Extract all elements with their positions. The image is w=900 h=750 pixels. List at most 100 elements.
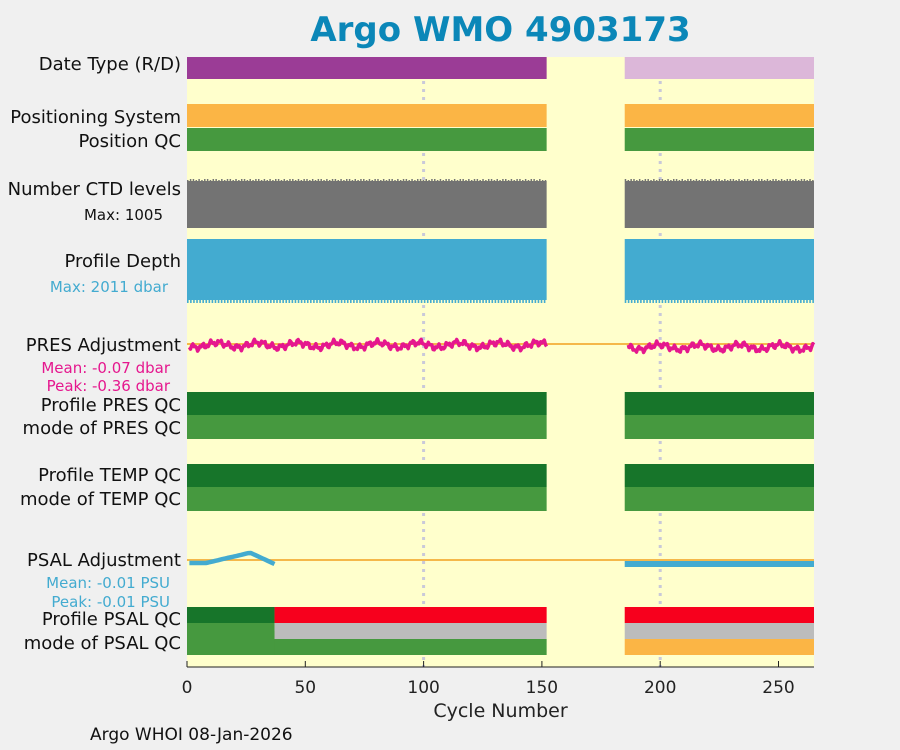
ctd-level-tick xyxy=(633,179,635,181)
depth-tick xyxy=(343,300,346,303)
ctd-level-tick xyxy=(414,180,416,182)
depth-tick xyxy=(509,300,512,303)
pres-adjustment-series xyxy=(187,337,549,353)
bar-positioning-system xyxy=(187,104,547,127)
depth-tick xyxy=(732,300,734,303)
depth-tick xyxy=(723,300,725,303)
ctd-level-tick xyxy=(743,179,746,181)
depth-tick xyxy=(362,300,364,303)
x-tick-label: 150 xyxy=(526,678,558,698)
footer-credit: Argo WHOI 08-Jan-2026 xyxy=(90,725,293,745)
ctd-level-tick xyxy=(755,180,757,182)
ctd-level-tick xyxy=(704,179,706,181)
ctd-level-tick xyxy=(473,179,476,181)
bar-profile-depth xyxy=(187,239,547,300)
depth-tick xyxy=(288,300,291,303)
depth-tick xyxy=(627,300,630,303)
depth-tick xyxy=(310,300,312,303)
ctd-level-tick xyxy=(482,179,484,181)
ctd-level-tick xyxy=(365,180,368,182)
depth-tick xyxy=(196,300,198,303)
ctd-level-tick xyxy=(726,180,729,182)
ctd-level-tick xyxy=(275,179,277,181)
label-mode-temp-qc: mode of TEMP QC xyxy=(20,489,181,510)
depth-tick xyxy=(423,300,426,303)
depth-tick xyxy=(233,300,235,303)
depth-tick xyxy=(356,300,358,303)
depth-tick xyxy=(393,300,395,303)
adjustment-traces xyxy=(187,337,816,567)
ctd-level-tick xyxy=(218,180,220,182)
depth-tick xyxy=(735,300,738,303)
ctd-level-tick xyxy=(527,180,530,182)
depth-tick xyxy=(239,300,241,303)
ctd-level-tick xyxy=(397,179,399,181)
depth-tick xyxy=(646,300,648,303)
ctd-level-tick xyxy=(678,180,681,182)
ctd-level-tick xyxy=(732,179,735,181)
depth-tick xyxy=(359,300,361,303)
label-mode-psal-qc: mode of PSAL QC xyxy=(24,633,181,654)
ctd-level-tick xyxy=(519,179,521,181)
label-profile-pres-qc: Profile PRES QC xyxy=(41,395,181,416)
ctd-level-tick xyxy=(391,179,393,181)
ctd-level-tick xyxy=(348,179,351,181)
depth-tick xyxy=(655,300,658,303)
label-pres-peak: Peak: -0.36 dbar xyxy=(47,377,171,395)
depth-tick xyxy=(803,300,805,303)
label-pres-mean: Mean: -0.07 dbar xyxy=(41,359,171,377)
ctd-level-tick xyxy=(675,179,678,181)
ctd-level-tick xyxy=(451,180,453,182)
depth-tick xyxy=(769,300,771,303)
ctd-level-tick xyxy=(470,180,473,182)
depth-tick xyxy=(463,300,466,303)
depth-tick xyxy=(707,300,710,303)
depth-tick xyxy=(325,300,328,303)
depth-tick xyxy=(322,300,324,303)
depth-tick xyxy=(698,300,701,303)
ctd-level-tick xyxy=(388,179,391,181)
ctd-level-tick xyxy=(292,179,294,181)
ctd-level-tick xyxy=(658,179,661,181)
ctd-level-tick xyxy=(198,179,200,181)
ctd-level-tick xyxy=(266,180,268,182)
depth-tick xyxy=(417,300,420,303)
depth-tick xyxy=(812,300,814,303)
ctd-level-tick xyxy=(715,179,718,181)
ctd-level-tick xyxy=(510,179,513,181)
ctd-level-tick xyxy=(374,179,376,181)
depth-tick xyxy=(340,300,343,303)
ctd-level-tick xyxy=(667,179,669,181)
depth-tick xyxy=(543,300,546,303)
depth-tick xyxy=(772,300,774,303)
ctd-level-tick xyxy=(448,179,450,181)
depth-tick xyxy=(806,300,808,303)
depth-tick xyxy=(763,300,765,303)
ctd-level-tick xyxy=(215,179,217,181)
ctd-level-tick xyxy=(803,179,806,181)
ctd-level-tick xyxy=(363,179,365,181)
ctd-level-tick xyxy=(778,180,780,182)
ctd-level-tick xyxy=(795,179,797,181)
depth-tick xyxy=(303,300,306,303)
ctd-level-tick xyxy=(766,179,769,181)
ctd-level-tick xyxy=(530,179,533,181)
ctd-level-tick xyxy=(272,180,274,182)
ctd-level-tick xyxy=(627,180,630,182)
ctd-level-tick xyxy=(636,180,638,182)
depth-tick xyxy=(503,300,506,303)
depth-tick xyxy=(516,300,518,303)
label-psal-peak: Peak: -0.01 PSU xyxy=(51,593,170,611)
ctd-level-tick xyxy=(800,179,803,181)
depth-tick xyxy=(522,300,524,303)
depth-tick xyxy=(316,300,318,303)
ctd-level-tick xyxy=(493,180,496,182)
depth-tick xyxy=(701,300,704,303)
depth-tick xyxy=(729,300,731,303)
ctd-level-tick xyxy=(724,179,726,181)
ctd-level-tick xyxy=(681,179,684,181)
ctd-level-tick xyxy=(309,180,311,182)
ctd-level-tick xyxy=(741,180,743,182)
depth-tick xyxy=(753,300,756,303)
x-tick-label: 100 xyxy=(407,678,439,698)
